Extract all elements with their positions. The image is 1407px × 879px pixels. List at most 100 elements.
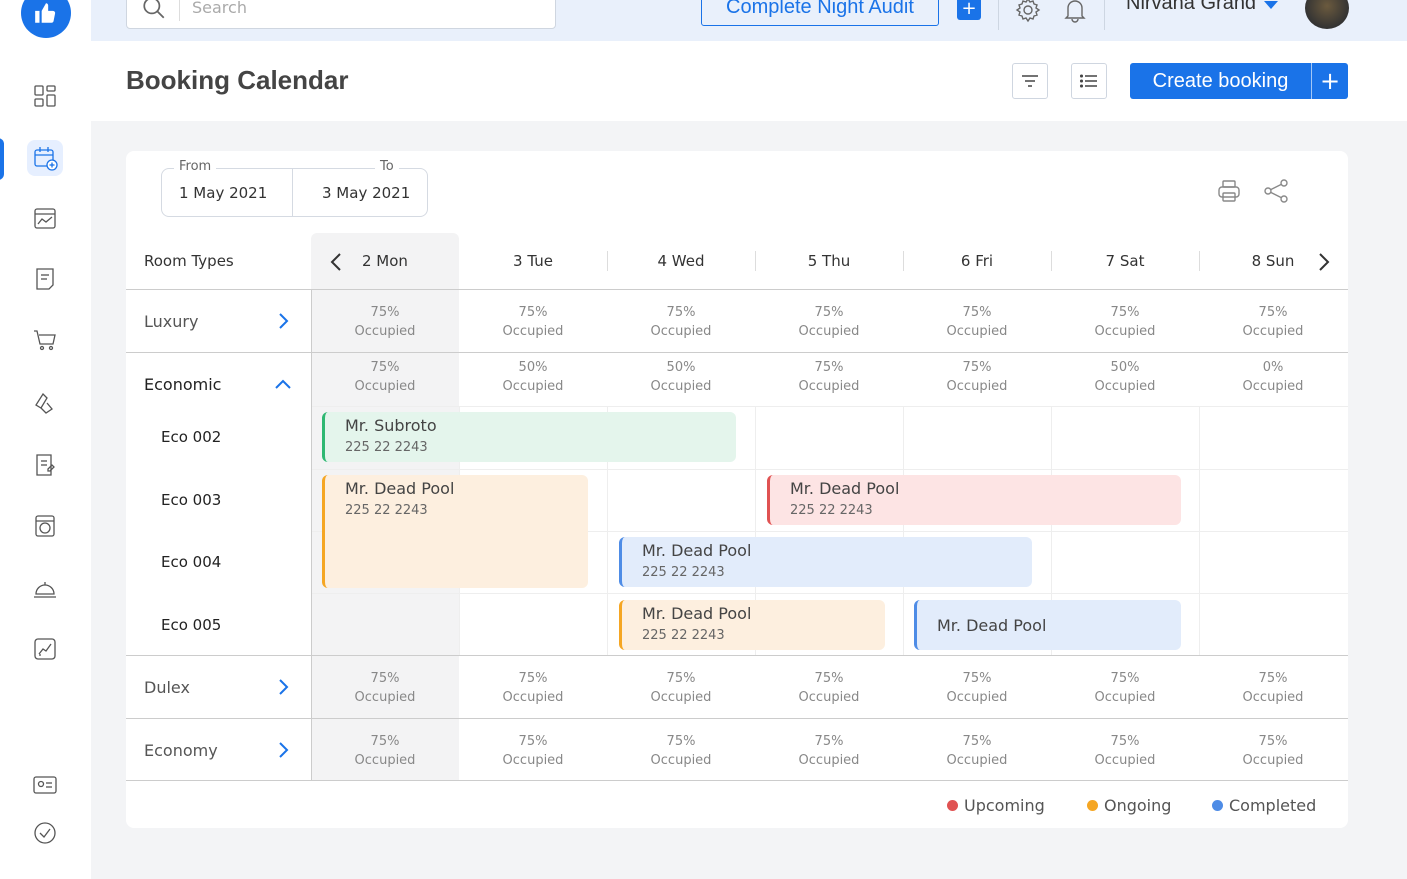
day-header-tue: 3 Tue — [513, 252, 553, 270]
day-separator — [1199, 251, 1200, 271]
room-name-eco-005[interactable]: Eco 005 — [161, 616, 222, 634]
row-divider — [126, 780, 1348, 781]
chevron-right-icon[interactable] — [274, 740, 292, 760]
search-divider — [179, 0, 180, 21]
room-name-eco-004[interactable]: Eco 004 — [161, 553, 222, 571]
tasks-icon[interactable] — [27, 815, 63, 851]
room-row-divider — [311, 593, 1348, 594]
active-nav-indicator — [0, 138, 4, 180]
occupancy-cell: 75% Occupied — [1094, 305, 1156, 339]
room-type-row-economic[interactable]: Economic 75% Occupied 50% Occupied 50% Occu… — [126, 353, 1348, 656]
guest-notes-icon[interactable] — [27, 261, 63, 297]
row-divider — [126, 352, 1348, 353]
day-separator — [1051, 251, 1052, 271]
laundry-icon[interactable] — [27, 508, 63, 544]
room-type-row-economy[interactable]: Economy 75% Occupied 75% Occupied 75% Occup… — [126, 719, 1348, 781]
day-header-sun: 8 Sun — [1251, 252, 1295, 270]
page-header: Booking Calendar Create booking + — [91, 41, 1407, 121]
from-date-field[interactable]: 1 May 2021 — [179, 183, 268, 202]
day-separator — [755, 251, 756, 271]
occupancy-cell: 75% Occupied — [1242, 671, 1304, 705]
room-name-eco-003[interactable]: Eco 003 — [161, 491, 222, 509]
booking-calendar-icon[interactable] — [27, 140, 63, 176]
occupancy-cell: 75% Occupied — [1094, 671, 1156, 705]
to-label: To — [375, 159, 399, 174]
quick-add-button[interactable]: + — [957, 0, 981, 20]
growth-chart-icon[interactable] — [27, 631, 63, 667]
date-range-picker[interactable]: From 1 May 2021 To 3 May 2021 — [161, 159, 428, 217]
ongoing-dot-icon — [1087, 800, 1098, 811]
booking-card[interactable]: Mr. Subroto 225 22 2243 — [322, 412, 736, 462]
complete-night-audit-button[interactable]: Complete Night Audit — [701, 0, 939, 26]
list-icon — [1079, 74, 1097, 88]
occupancy-cell: 75% Occupied — [650, 671, 712, 705]
booking-card[interactable]: Mr. Dead Pool 225 22 2243 — [322, 475, 588, 588]
print-icon[interactable] — [1214, 176, 1244, 206]
room-service-icon[interactable] — [27, 570, 63, 606]
booking-phone: 225 22 2243 — [345, 503, 428, 518]
search-icon — [143, 0, 165, 18]
booking-guest-name: Mr. Dead Pool — [642, 604, 752, 623]
create-booking-plus[interactable]: + — [1319, 67, 1341, 95]
room-type-name: Economic — [144, 375, 222, 394]
dashboard-icon[interactable] — [27, 78, 63, 114]
reports-icon[interactable] — [27, 447, 63, 483]
booking-phone: 225 22 2243 — [642, 628, 725, 643]
occupancy-cell: 75% Occupied — [946, 360, 1008, 394]
occupancy-cell: 75% Occupied — [798, 305, 860, 339]
occupancy-cell: 75% Occupied — [650, 305, 712, 339]
top-bar: Search Complete Night Audit + Nirvana Gr… — [91, 0, 1407, 41]
filter-button[interactable] — [1012, 63, 1048, 99]
notification-bell-icon[interactable] — [1061, 0, 1089, 24]
housekeeping-icon[interactable] — [27, 386, 63, 422]
column-divider — [903, 406, 904, 656]
to-date-field[interactable]: 3 May 2021 — [322, 183, 411, 202]
booking-card[interactable]: Mr. Dead Pool 225 22 2243 — [619, 537, 1032, 587]
occupancy-cell: 75% Occupied — [1242, 734, 1304, 768]
next-week-arrow-icon[interactable] — [1314, 251, 1334, 273]
room-type-row-dulex[interactable]: Dulex 75% Occupied 75% Occupied 75% Occupie… — [126, 656, 1348, 718]
analytics-calendar-icon[interactable] — [27, 200, 63, 236]
chevron-up-icon[interactable] — [274, 374, 292, 394]
booking-card[interactable]: Mr. Dead Pool 225 22 2243 — [619, 600, 885, 650]
room-row-divider — [311, 406, 1348, 407]
day-header-fri: 6 Fri — [960, 252, 994, 270]
create-booking-button[interactable]: Create booking + — [1130, 63, 1348, 99]
filter-icon — [1022, 75, 1038, 87]
booking-phone: 225 22 2243 — [790, 503, 873, 518]
list-view-button[interactable] — [1071, 63, 1107, 99]
booking-card[interactable]: Mr. Dead Pool — [914, 600, 1181, 650]
calendar-header-row: Room Types 2 Mon 3 Tue 4 Wed 5 Thu 6 Fri… — [126, 233, 1348, 290]
contacts-icon[interactable] — [27, 767, 63, 803]
hotel-selector[interactable]: Nirvana Grand — [1126, 0, 1279, 15]
booking-guest-name: Mr. Dead Pool — [642, 541, 752, 560]
topbar-divider — [1104, 0, 1105, 30]
search-box[interactable]: Search — [126, 0, 556, 29]
label-column-divider — [311, 290, 312, 780]
column-divider — [607, 406, 608, 656]
brand-logo[interactable] — [21, 0, 71, 38]
previous-week-arrow-icon[interactable] — [326, 251, 346, 273]
share-icon[interactable] — [1261, 176, 1291, 206]
booking-card[interactable]: Mr. Dead Pool 225 22 2243 — [767, 475, 1181, 525]
room-name-eco-002[interactable]: Eco 002 — [161, 428, 222, 446]
legend-label: Completed — [1229, 796, 1317, 815]
legend-item-ongoing: Ongoing — [1087, 796, 1171, 815]
avatar[interactable] — [1305, 0, 1349, 29]
occupancy-cell: 75% Occupied — [354, 305, 416, 339]
search-input[interactable]: Search — [192, 0, 247, 17]
cart-icon[interactable] — [27, 322, 63, 358]
chevron-right-icon[interactable] — [274, 311, 292, 331]
settings-gear-icon[interactable] — [1014, 0, 1042, 24]
create-booking-label[interactable]: Create booking — [1152, 69, 1289, 92]
booking-guest-name: Mr. Subroto — [345, 416, 437, 435]
booking-guest-name: Mr. Dead Pool — [790, 479, 900, 498]
booking-calendar-card: From 1 May 2021 To 3 May 2021 Room Types… — [126, 151, 1348, 828]
day-header-mon: 2 Mon — [362, 252, 408, 270]
legend-label: Ongoing — [1104, 796, 1172, 815]
occupancy-cell: 75% Occupied — [650, 734, 712, 768]
chevron-right-icon[interactable] — [274, 677, 292, 697]
room-row-divider — [311, 469, 1348, 470]
column-divider — [1199, 406, 1200, 656]
room-type-row-luxury[interactable]: Luxury 75% Occupied 75% Occupied 75% Occupi… — [126, 290, 1348, 352]
